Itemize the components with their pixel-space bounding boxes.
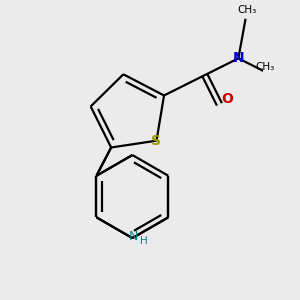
Text: O: O [221,92,233,106]
Text: CH₃: CH₃ [256,62,275,72]
Text: CH₃: CH₃ [238,5,257,15]
Text: H: H [140,236,148,246]
Text: S: S [152,134,161,148]
Text: N: N [232,51,244,65]
Text: N: N [129,230,138,243]
